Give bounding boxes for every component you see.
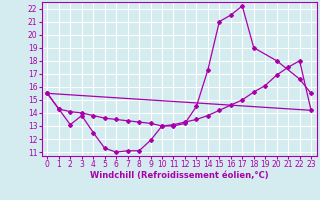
X-axis label: Windchill (Refroidissement éolien,°C): Windchill (Refroidissement éolien,°C) — [90, 171, 268, 180]
